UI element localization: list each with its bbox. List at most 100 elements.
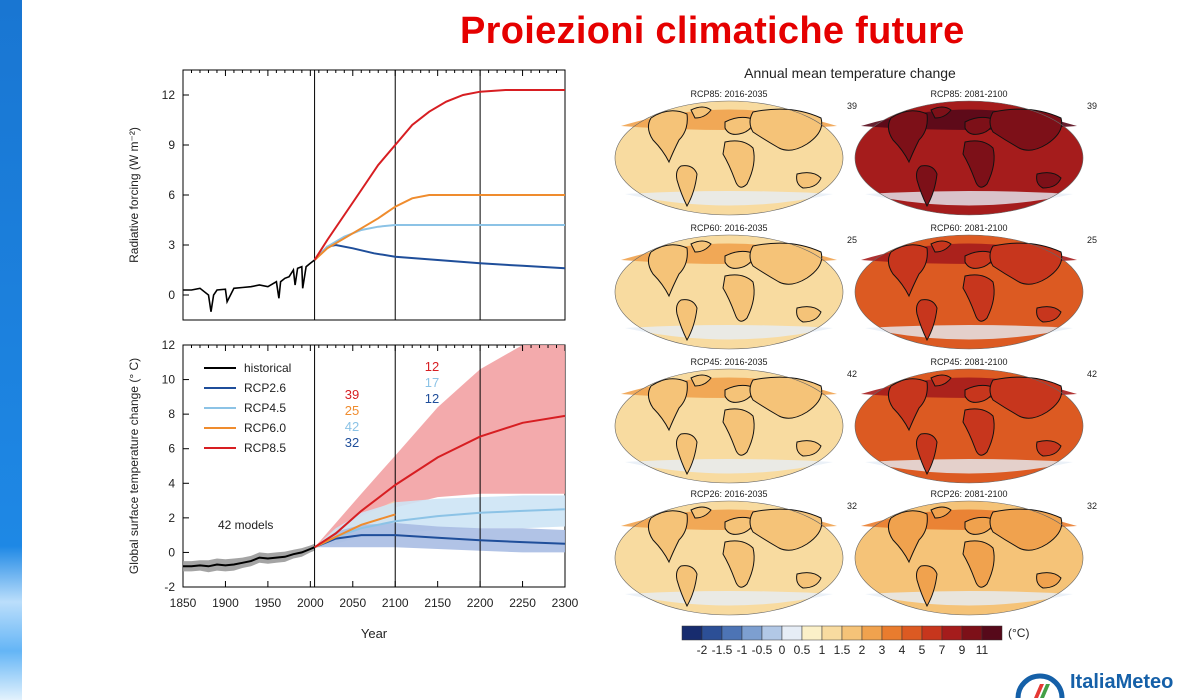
- forcing-line-rcp85: [313, 89, 565, 261]
- x-tick-label: 2050: [339, 596, 366, 610]
- map-panel-label: RCP85: 2081-2100: [930, 89, 1007, 99]
- map-continent: [690, 374, 712, 387]
- x-tick-label: 2200: [467, 596, 494, 610]
- map-continent: [916, 299, 938, 342]
- colorbar-swatch: [761, 625, 783, 641]
- map-grid: Annual mean temperature change RCP85: 20…: [614, 65, 1097, 657]
- map-panel: RCP26: 2016-2035 32: [614, 489, 857, 616]
- temperature-y-tick-label: 12: [162, 338, 176, 352]
- forcing-y-axis-label: Radiative forcing (W m⁻²): [127, 127, 141, 263]
- legend-label-rcp45: RCP4.5: [244, 401, 286, 415]
- temperature-band-rcp85: [314, 345, 565, 548]
- temperature-y-tick-label: 6: [168, 442, 175, 456]
- map-continent: [749, 242, 823, 285]
- map-continent: [724, 516, 756, 535]
- map-continent: [964, 250, 996, 269]
- map-panel-label: RCP60: 2016-2035: [690, 223, 767, 233]
- colorbar-tick-label: 7: [939, 643, 946, 657]
- logo-mark-icon: [1015, 673, 1065, 699]
- temperature-y-tick-label: 10: [162, 373, 176, 387]
- map-outline: [614, 500, 844, 616]
- map-panel: RCP26: 2081-2100 32: [854, 489, 1097, 616]
- colorbar-swatch: [721, 625, 743, 641]
- colorbar-swatch: [861, 625, 883, 641]
- map-southern-ocean: [625, 325, 833, 340]
- map-continent: [930, 374, 952, 387]
- map-continent: [989, 108, 1063, 151]
- map-panel: RCP45: 2016-2035 42: [614, 357, 857, 484]
- map-continent: [916, 433, 938, 476]
- colorbar: -2 -1.5 -1 -0.5 0 0.5 1 1.5 2 3 4 5 7 9 11 (°C): [681, 625, 1029, 657]
- map-continent: [962, 408, 995, 456]
- map-continent: [887, 378, 928, 432]
- slide-title: Proiezioni climatiche future: [460, 10, 965, 52]
- map-continent: [676, 565, 698, 608]
- map-continent: [749, 376, 823, 419]
- map-panel: RCP60: 2081-2100 25: [854, 223, 1097, 350]
- map-continent: [796, 572, 822, 589]
- temperature-line-rcp60: [314, 513, 396, 549]
- temperature-y-axis-label: Global surface temperature change (° C): [127, 358, 141, 574]
- map-continent: [887, 244, 928, 298]
- colorbar-swatch: [841, 625, 863, 641]
- legend-label-rcp85: RCP8.5: [244, 441, 286, 455]
- map-continent: [690, 106, 712, 119]
- x-tick-label: 2300: [552, 596, 579, 610]
- colorbar-tick-label: 0.5: [794, 643, 811, 657]
- map-continent: [676, 433, 698, 476]
- map-panel: RCP85: 2016-2035 39: [614, 89, 857, 216]
- map-outline: [614, 368, 844, 484]
- map-continent: [962, 540, 995, 588]
- x-tick-label: 1950: [255, 596, 282, 610]
- colorbar-tick-label: 4: [899, 643, 906, 657]
- map-continent: [647, 110, 688, 164]
- colorbar-swatch: [921, 625, 943, 641]
- model-count-2100-rcp60: 25: [345, 403, 359, 418]
- sidebar-strip: [0, 0, 22, 700]
- forcing-y-tick-label: 9: [168, 138, 175, 152]
- colorbar-tick-label: 5: [919, 643, 926, 657]
- map-panel: RCP60: 2016-2035 25: [614, 223, 857, 350]
- map-panel-count: 39: [847, 101, 857, 111]
- colorbar-swatch: [821, 625, 843, 641]
- map-continent: [964, 384, 996, 403]
- models-annotation: 42 models: [218, 518, 273, 532]
- map-continent: [722, 540, 755, 588]
- map-outline: [614, 100, 844, 216]
- map-southern-ocean: [865, 591, 1073, 606]
- colorbar-tick-label: 0: [779, 643, 786, 657]
- colorbar-swatch: [781, 625, 803, 641]
- model-count-2200-rcp85: 12: [425, 359, 439, 374]
- colorbar-tick-label: 2: [859, 643, 866, 657]
- map-panel-count: 42: [1087, 369, 1097, 379]
- map-continent: [647, 378, 688, 432]
- map-continent: [722, 140, 755, 188]
- colorbar-tick-label: -0.5: [752, 643, 773, 657]
- temperature-y-tick-label: 8: [168, 407, 175, 421]
- x-tick-label: 2000: [297, 596, 324, 610]
- map-panel-count: 42: [847, 369, 857, 379]
- map-panel-label: RCP26: 2081-2100: [930, 489, 1007, 499]
- map-continent: [796, 440, 822, 457]
- forcing-y-tick-label: 6: [168, 188, 175, 202]
- temperature-y-tick-label: 0: [168, 545, 175, 559]
- legend-label-rcp60: RCP6.0: [244, 421, 286, 435]
- map-southern-ocean: [625, 591, 833, 606]
- colorbar-tick-label: 11: [976, 643, 989, 657]
- map-continent: [887, 510, 928, 564]
- colorbar-swatch: [681, 625, 703, 641]
- map-southern-ocean: [865, 459, 1073, 474]
- colorbar-tick-label: 1: [819, 643, 826, 657]
- colorbar-tick-label: 9: [959, 643, 966, 657]
- map-panel-label: RCP85: 2016-2035: [690, 89, 767, 99]
- colorbar-swatch: [961, 625, 983, 641]
- map-continent: [930, 506, 952, 519]
- forcing-line-rcp45: [313, 224, 565, 261]
- forcing-line-rcp60: [313, 194, 565, 261]
- colorbar-swatch: [901, 625, 923, 641]
- map-continent: [989, 508, 1063, 551]
- map-continent: [962, 274, 995, 322]
- map-continent: [916, 565, 938, 608]
- map-outline: [614, 234, 844, 350]
